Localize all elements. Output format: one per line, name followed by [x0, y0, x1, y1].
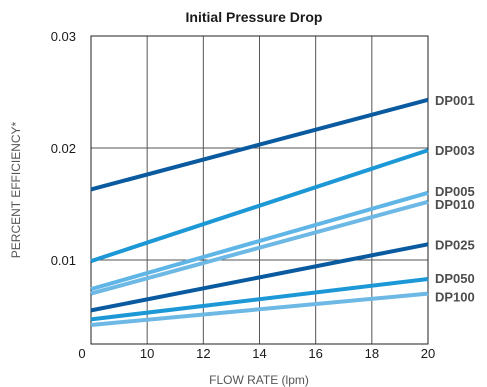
y-tick-label: 0.03 [51, 29, 76, 44]
y-tick-label: 0.02 [51, 141, 76, 156]
series-lines [90, 97, 429, 327]
series-label-dp010: DP010 [435, 197, 475, 212]
series-line-dp100 [90, 291, 429, 327]
x-tick-label: 12 [196, 346, 210, 361]
series-label-dp005: DP005 [435, 184, 475, 199]
x-tick-label: 20 [421, 346, 435, 361]
series-line-dp003 [90, 148, 429, 264]
series-line-dp050 [90, 277, 429, 322]
chart-title: Initial Pressure Drop [186, 9, 323, 25]
y-tick-labels: 0.01 0.02 0.03 [51, 29, 76, 268]
series-label-dp001: DP001 [435, 93, 475, 108]
x-tick-labels: 0 10 12 14 16 18 20 [78, 346, 435, 361]
x-axis-label: FLOW RATE (lpm) [209, 373, 309, 387]
x-tick-label: 0 [78, 346, 85, 361]
series-label-dp100: DP100 [435, 290, 475, 305]
grid [91, 36, 428, 344]
series-line-dp001 [90, 97, 429, 192]
series-line-dp010 [90, 199, 429, 296]
x-tick-label: 10 [140, 346, 154, 361]
y-axis-label: PERCENT EFFICIENCY* [9, 121, 23, 258]
series-line-dp025 [90, 242, 429, 313]
series-label-dp003: DP003 [435, 143, 475, 158]
series-line-dp005 [90, 190, 429, 292]
y-tick-label: 0.01 [51, 253, 76, 268]
x-tick-label: 18 [365, 346, 379, 361]
plot-area-border [90, 35, 429, 345]
x-tick-label: 16 [308, 346, 322, 361]
x-tick-label: 14 [252, 346, 266, 361]
series-label-dp050: DP050 [435, 271, 475, 286]
series-label-dp025: DP025 [435, 237, 475, 252]
